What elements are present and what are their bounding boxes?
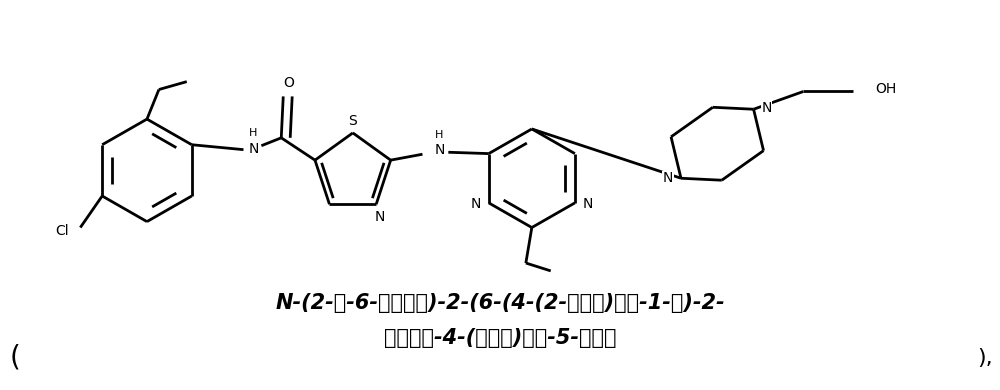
Text: N: N <box>663 171 673 185</box>
Text: (: ( <box>9 344 20 372</box>
Text: N: N <box>434 143 445 157</box>
Text: H: H <box>434 129 443 140</box>
Text: N: N <box>375 210 385 224</box>
Text: O: O <box>283 76 294 90</box>
Text: N-(2-氯-6-甲基苯基)-2-(6-(4-(2-羟乙基)哆秦-1-基)-2-: N-(2-氯-6-甲基苯基)-2-(6-(4-(2-羟乙基)哆秦-1-基)-2- <box>275 293 725 314</box>
Text: H: H <box>248 128 257 138</box>
Text: OH: OH <box>875 82 896 96</box>
Text: N: N <box>583 197 593 211</box>
Text: Cl: Cl <box>56 225 69 238</box>
Text: S: S <box>348 114 357 128</box>
Text: N: N <box>248 142 259 156</box>
Text: 甲基噸定-4-(基氨基)噌唅-5-甲酰胺: 甲基噸定-4-(基氨基)噌唅-5-甲酰胺 <box>384 328 616 348</box>
Text: N: N <box>761 101 772 115</box>
Text: N: N <box>471 197 481 211</box>
Text: ),: ), <box>977 347 993 368</box>
